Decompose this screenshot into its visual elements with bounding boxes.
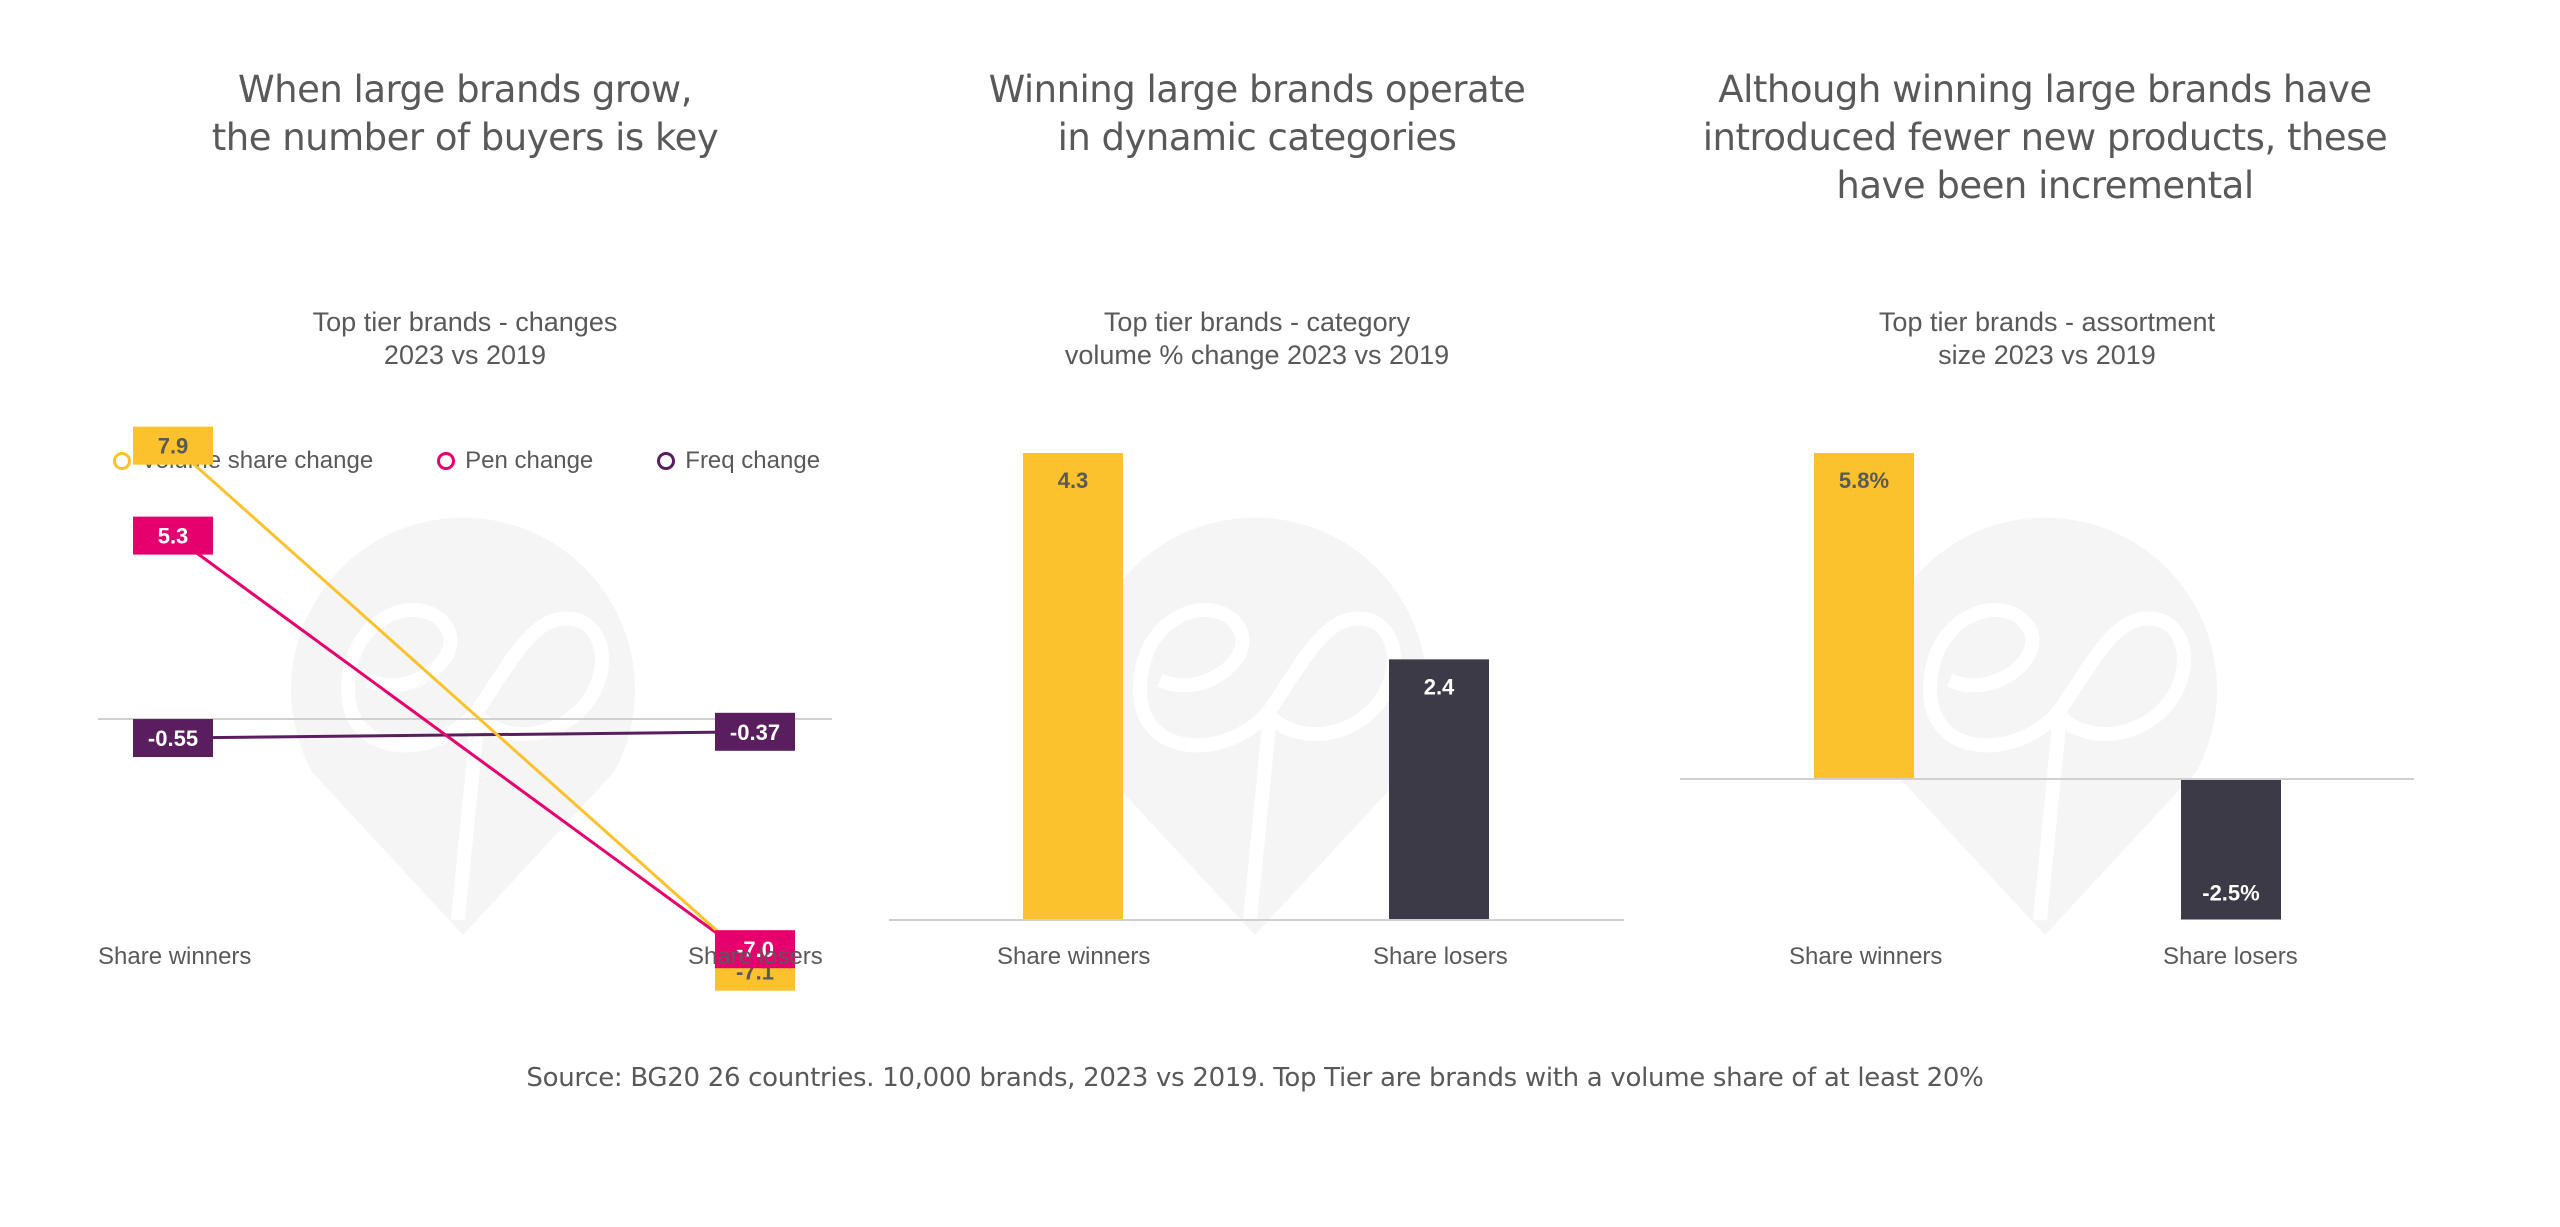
legend-marker-icon <box>113 452 131 470</box>
series-line-pen-change <box>172 534 756 963</box>
bar-share-winners <box>1023 453 1123 920</box>
legend-item-pen: Pen change <box>437 447 593 475</box>
data-label-box <box>715 930 795 969</box>
heading-buyers: When large brands grow, the number of bu… <box>211 68 719 159</box>
legend-marker-icon <box>657 452 676 470</box>
data-label-box <box>715 712 795 751</box>
bar-share-losers <box>1389 659 1489 920</box>
data-label-box <box>133 426 213 465</box>
watermark-logo <box>1873 517 2217 935</box>
legend-label: Freq change <box>685 447 821 474</box>
x-label-share-winners: Share winners <box>98 943 252 970</box>
data-label-box <box>133 719 213 758</box>
data-label-volume-share-change: 7.9 <box>133 426 213 465</box>
series-line-freq-change <box>172 730 756 740</box>
watermark-logo <box>291 517 635 935</box>
heading-products: Although winning large brands have intro… <box>1702 68 2388 207</box>
data-label-text: -0.37 <box>730 720 780 745</box>
bar-value-label: 2.4 <box>1424 674 1455 699</box>
watermark-logo <box>1083 517 1427 935</box>
heading-categories: Winning large brands operate in dynamic … <box>988 68 1526 159</box>
data-label-text: 5.3 <box>158 524 189 549</box>
data-label-text: -7.0 <box>736 937 774 962</box>
chart-title-changes: Top tier brands - changes 2023 vs 2019 <box>312 307 618 370</box>
data-label-box <box>133 516 213 555</box>
bar-value-label: 4.3 <box>1058 468 1089 493</box>
data-label-freq-change: -0.37 <box>715 712 795 751</box>
x-label-share-losers: Share losers <box>688 943 823 970</box>
legend-label: Pen change <box>465 447 594 474</box>
bar-value-label: 5.8% <box>1839 468 1889 493</box>
bar-share-losers <box>2181 779 2281 920</box>
source-note: Source: BG20 26 countries. 10,000 brands… <box>526 1063 1984 1093</box>
chart-title-assortment: Top tier brands - assortment size 2023 v… <box>1878 307 2216 370</box>
legend-marker-icon <box>437 452 456 470</box>
bar-value-label: -2.5% <box>2202 881 2259 906</box>
data-label-text: 7.9 <box>158 434 189 459</box>
data-label-text: -0.55 <box>148 726 198 751</box>
chart-title-category: Top tier brands - category volume % chan… <box>1064 307 1450 370</box>
x-label-share-winners: Share winners <box>997 943 1151 970</box>
series-line-volume-share-change <box>172 444 756 966</box>
x-label-share-losers: Share losers <box>2163 943 2298 970</box>
data-label-freq-change: -0.55 <box>133 719 213 758</box>
x-label-share-winners: Share winners <box>1789 943 1943 970</box>
legend-item-freq: Freq change <box>657 447 820 475</box>
x-label-share-losers: Share losers <box>1373 943 1508 970</box>
data-label-pen-change: 5.3 <box>133 516 213 555</box>
data-label-pen-change: -7.0 <box>715 930 795 969</box>
bar-share-winners <box>1814 453 1914 779</box>
